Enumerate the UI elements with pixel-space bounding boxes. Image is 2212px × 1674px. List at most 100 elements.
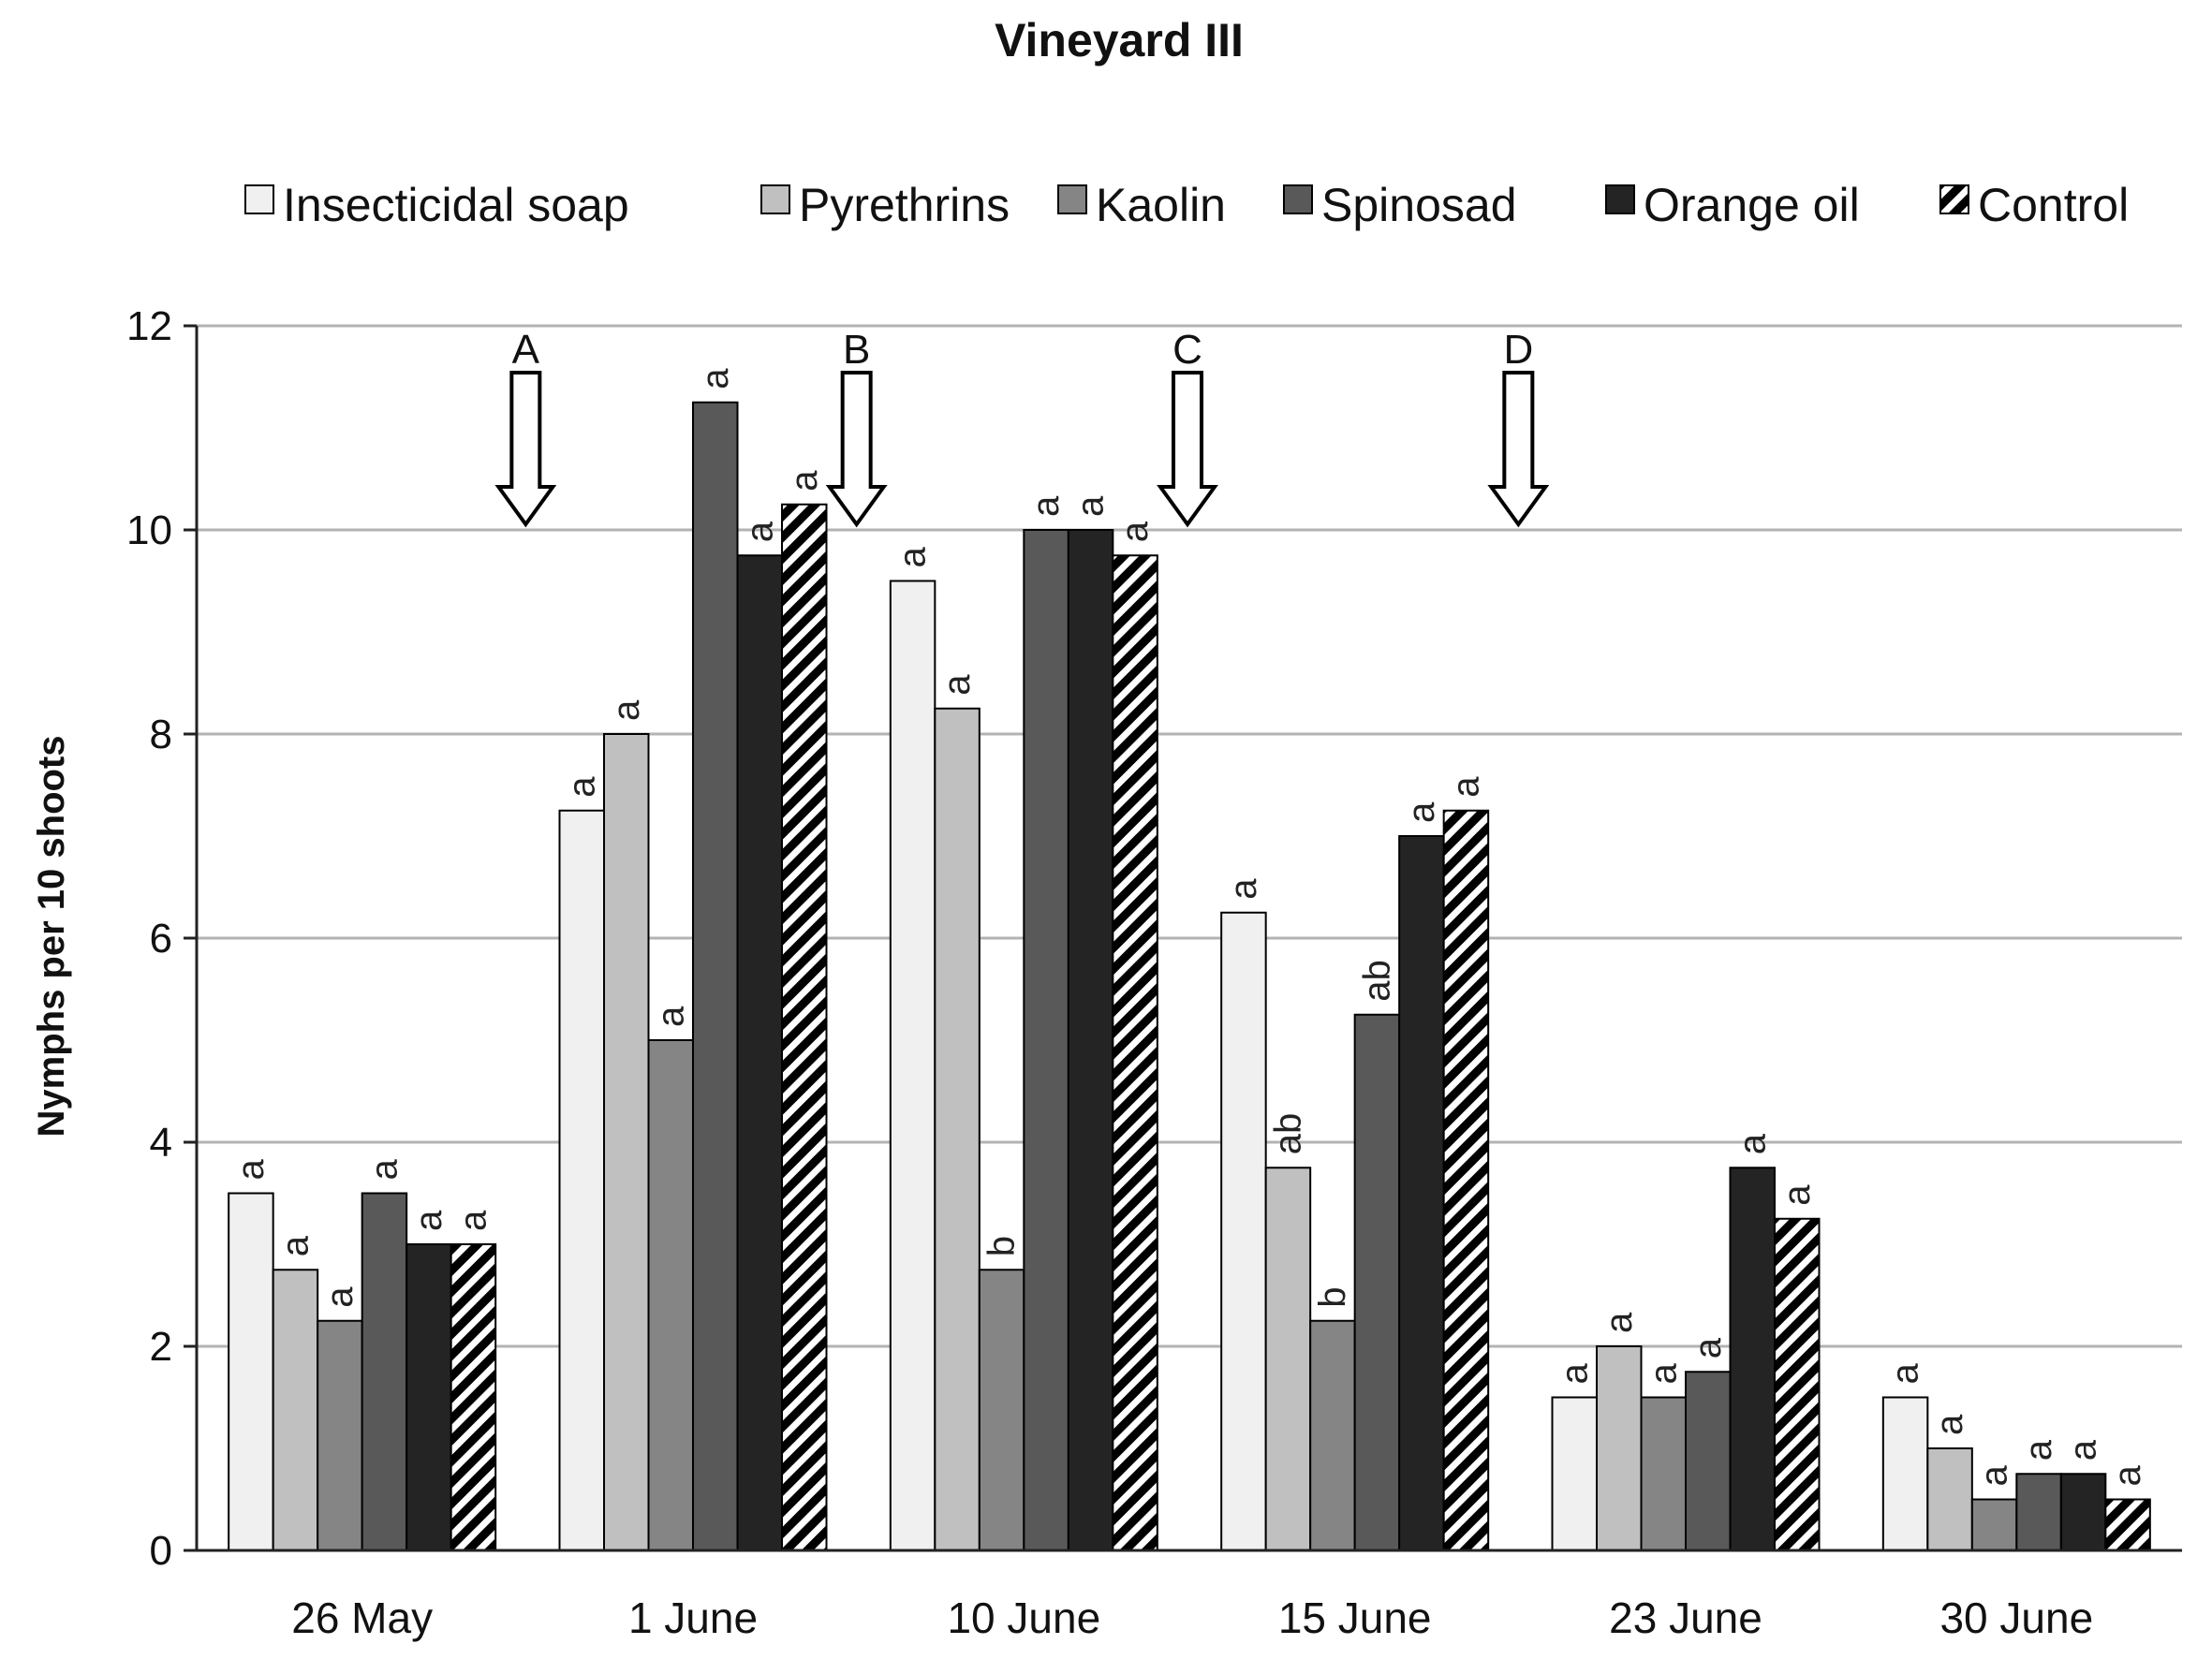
y-axis-label: Nymphs per 10 shoots bbox=[31, 735, 72, 1137]
gridlines bbox=[197, 324, 2182, 1348]
bar bbox=[1640, 1396, 1687, 1551]
bar bbox=[1309, 1319, 1356, 1551]
bar bbox=[1353, 1013, 1401, 1551]
significance-label: a bbox=[892, 547, 934, 568]
bar bbox=[317, 1319, 363, 1551]
significance-label: a bbox=[1070, 495, 1112, 517]
legend: Insecticidal soap Pyrethrins Kaolin Spinosa… bbox=[244, 179, 2129, 231]
legend-label: Pyrethrins bbox=[799, 179, 1010, 231]
bar bbox=[1398, 835, 1445, 1551]
y-tick-label: 2 bbox=[150, 1324, 172, 1370]
treatment-arrow-label: B bbox=[843, 327, 870, 373]
x-tick-label: 23 June bbox=[1609, 1593, 1762, 1642]
bar bbox=[450, 1243, 497, 1551]
y-tick-label: 6 bbox=[150, 916, 172, 962]
significance-label: a bbox=[1599, 1312, 1640, 1333]
significance-label: a bbox=[1929, 1414, 1970, 1435]
significance-label: a bbox=[784, 470, 825, 492]
significance-label: a bbox=[2063, 1439, 2104, 1461]
bar bbox=[228, 1192, 274, 1551]
axes: 0 2 4 6 8 10 12 26 May 1 June 10 June 15 June 23 Ju… bbox=[126, 303, 2182, 1642]
bar bbox=[1596, 1345, 1643, 1551]
x-tick-label: 26 May bbox=[291, 1593, 433, 1642]
significance-label: a bbox=[1401, 801, 1442, 823]
bar bbox=[1220, 911, 1267, 1551]
legend-label: Kaolin bbox=[1096, 179, 1226, 231]
bar bbox=[1551, 1396, 1598, 1551]
significance-label: a bbox=[936, 674, 978, 696]
bar bbox=[1067, 529, 1114, 1551]
bar bbox=[978, 1269, 1025, 1551]
significance-label: ab bbox=[1267, 1113, 1308, 1155]
bar bbox=[781, 503, 828, 1551]
significance-label: a bbox=[1732, 1133, 1773, 1154]
x-tick-label: 1 June bbox=[628, 1593, 758, 1642]
significance-label: a bbox=[561, 776, 602, 798]
legend-swatch bbox=[1057, 184, 1087, 214]
bar bbox=[272, 1269, 319, 1551]
significance-label: a bbox=[230, 1159, 272, 1181]
bar bbox=[2104, 1498, 2151, 1551]
y-tick-label: 4 bbox=[150, 1120, 172, 1166]
significance-label: a bbox=[452, 1210, 494, 1231]
significance-label: a bbox=[1223, 878, 1264, 900]
significance-label: a bbox=[2018, 1439, 2059, 1461]
x-tick-label: 15 June bbox=[1278, 1593, 1432, 1642]
bar bbox=[1881, 1396, 1929, 1551]
significance-label: a bbox=[2107, 1465, 2148, 1487]
bar bbox=[2059, 1473, 2107, 1551]
significance-label: a bbox=[1554, 1363, 1595, 1385]
legend-label: Insecticidal soap bbox=[283, 179, 629, 231]
treatment-arrow-label: C bbox=[1172, 327, 1202, 373]
bar bbox=[1023, 529, 1069, 1551]
significance-label: a bbox=[1643, 1363, 1684, 1385]
bar bbox=[406, 1243, 452, 1551]
significance-label: a bbox=[319, 1286, 361, 1308]
y-tick-label: 8 bbox=[150, 712, 172, 757]
bar bbox=[1970, 1498, 2018, 1551]
treatment-arrow-label: D bbox=[1503, 327, 1533, 373]
bar bbox=[361, 1192, 408, 1551]
legend-label: Orange oil bbox=[1644, 179, 1860, 231]
bar bbox=[1685, 1371, 1732, 1551]
legend-swatch bbox=[1939, 184, 1969, 214]
bar bbox=[1264, 1167, 1312, 1551]
y-tick-label: 0 bbox=[150, 1528, 172, 1574]
annotations: A B C D bbox=[494, 327, 1550, 528]
significance-label: a bbox=[408, 1210, 450, 1231]
treatment-arrow bbox=[494, 371, 557, 528]
treatment-arrow bbox=[1157, 371, 1218, 528]
treatment-arrow-label: A bbox=[512, 327, 540, 373]
significance-label: a bbox=[1114, 521, 1156, 542]
treatment-arrow bbox=[1487, 371, 1550, 528]
significance-label: a bbox=[1777, 1184, 1818, 1206]
treatment-arrow bbox=[825, 371, 888, 528]
bar bbox=[1729, 1167, 1776, 1551]
bar bbox=[1112, 554, 1158, 1551]
y-tick-label: 10 bbox=[126, 507, 172, 553]
bar bbox=[558, 809, 605, 1551]
bar bbox=[934, 707, 981, 1551]
legend-label: Control bbox=[1978, 179, 2129, 231]
x-tick-label: 30 June bbox=[1939, 1593, 2093, 1642]
significance-label: a bbox=[606, 699, 647, 721]
significance-label: a bbox=[1025, 495, 1067, 517]
significance-label: a bbox=[274, 1235, 316, 1256]
chart-title: Vineyard III bbox=[995, 14, 1244, 66]
significance-label: b bbox=[981, 1236, 1023, 1256]
legend-swatch bbox=[1605, 184, 1635, 214]
bar bbox=[1774, 1217, 1821, 1551]
significance-label: a bbox=[739, 521, 780, 542]
significance-label: a bbox=[1974, 1465, 2015, 1487]
y-tick-label: 12 bbox=[126, 303, 172, 349]
bar bbox=[603, 733, 650, 1551]
legend-label: Spinosad bbox=[1321, 179, 1517, 231]
bar bbox=[692, 401, 739, 1551]
x-tick-label: 10 June bbox=[947, 1593, 1100, 1642]
bar bbox=[1926, 1447, 1973, 1551]
significance-label: a bbox=[1885, 1362, 1926, 1384]
legend-swatch bbox=[760, 184, 790, 214]
significance-label: a bbox=[363, 1159, 405, 1181]
